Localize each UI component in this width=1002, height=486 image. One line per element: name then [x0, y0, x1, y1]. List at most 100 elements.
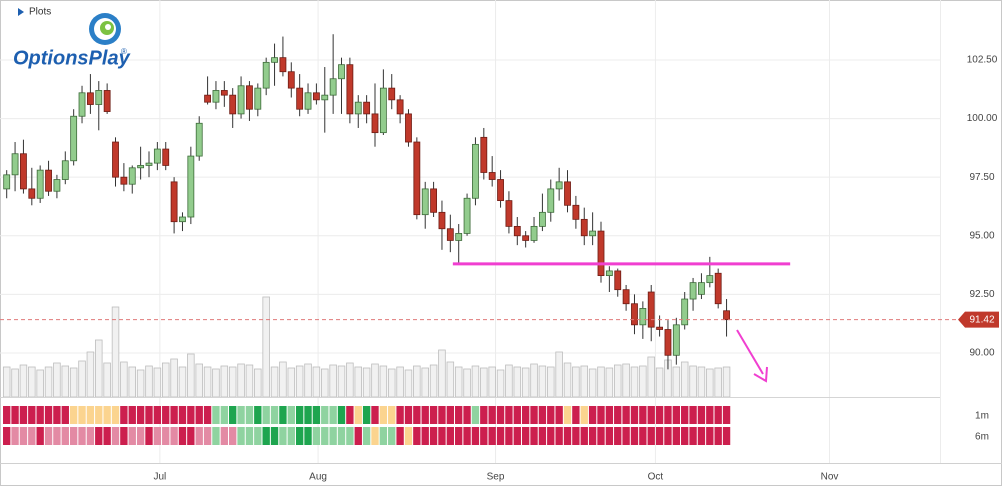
candle-body [187, 155, 195, 218]
candle-body [497, 179, 504, 202]
heat-cell [279, 427, 287, 445]
heat-cell [245, 406, 254, 424]
candle-body [589, 230, 597, 237]
heat-cell [61, 427, 69, 445]
heat-cell [722, 427, 731, 445]
heat-cell [203, 427, 212, 445]
candle-body [463, 197, 471, 234]
volume-bar [697, 366, 706, 398]
candle-body [413, 141, 421, 216]
heat-cell [362, 427, 371, 445]
panel-label[interactable]: Plots [29, 7, 51, 18]
candle-body [631, 303, 638, 326]
candle-body [580, 218, 588, 237]
heat-cell [379, 427, 388, 445]
heat-cell [337, 406, 346, 424]
volume-bar [706, 368, 714, 398]
heat-cell [136, 427, 145, 445]
candle-body [304, 92, 312, 110]
volume-bar [655, 367, 664, 398]
heat-cell [555, 406, 563, 424]
candle-body [45, 169, 52, 192]
volume-bar [496, 369, 505, 398]
volume-bar [555, 351, 563, 398]
volume-bar [471, 365, 480, 398]
heat-cell [69, 406, 78, 424]
heat-cell [681, 427, 689, 445]
candle-body [11, 153, 19, 176]
heat-cell [396, 427, 404, 445]
heat-cell [429, 406, 438, 424]
heat-cell [120, 406, 128, 424]
candle-body [128, 167, 136, 185]
heat-cell [421, 406, 429, 424]
heat-cell [438, 406, 446, 424]
volume-bar [28, 366, 36, 398]
candle-body [513, 225, 521, 237]
heat-cell [212, 406, 220, 424]
heat-cell [162, 406, 170, 424]
candle-body [36, 169, 44, 199]
candle-body [597, 230, 605, 277]
heat-cell [229, 427, 237, 445]
volume-bar [86, 351, 95, 398]
heat-cell [630, 427, 639, 445]
candle-body [70, 115, 78, 162]
candle-body [639, 308, 647, 326]
logo-dot-inner [105, 24, 111, 30]
volume-bar [95, 339, 103, 398]
heat-cell [379, 406, 388, 424]
volume-bar [203, 366, 212, 398]
heat-cell [312, 427, 321, 445]
candle-body [195, 122, 203, 157]
volume-bar [362, 367, 371, 398]
y-tick-label: 100.00 [967, 113, 998, 124]
candle-body [246, 85, 253, 110]
volume-bar [379, 365, 388, 398]
heat-cell [555, 427, 563, 445]
heat-cell [655, 406, 664, 424]
heat-cell [237, 427, 245, 445]
heat-cell [530, 406, 538, 424]
heat-cell [714, 427, 722, 445]
heat-cell [413, 406, 421, 424]
candle-body [53, 179, 61, 192]
candle-body [488, 172, 496, 180]
expand-icon[interactable] [18, 8, 24, 16]
candle-body [505, 200, 513, 227]
heat-cell [597, 427, 605, 445]
volume-bar [480, 367, 488, 398]
heat-cell [722, 406, 731, 424]
candle-body [480, 136, 488, 173]
heat-cell [714, 406, 722, 424]
heat-cell [329, 427, 337, 445]
volume-bar [588, 368, 597, 398]
heat-cell [622, 406, 630, 424]
heat-cell [513, 406, 521, 424]
candle-body [20, 153, 27, 190]
volume-bar [195, 363, 203, 398]
heat-cell [304, 427, 312, 445]
heat-cell [170, 406, 178, 424]
heat-cell [446, 427, 455, 445]
heat-cell [605, 427, 614, 445]
heat-cell [471, 406, 480, 424]
heat-cell [78, 406, 86, 424]
volume-bar [563, 362, 572, 398]
candle-body [614, 270, 622, 291]
heat-cell [547, 427, 555, 445]
volume-bar [597, 366, 605, 398]
candle-body [647, 291, 655, 328]
trend-arrow [736, 329, 764, 375]
candles [3, 34, 730, 370]
candle-body [237, 85, 245, 115]
last-price-label: 91.42 [969, 314, 994, 325]
volume-bar [521, 367, 530, 398]
heat-cell [614, 427, 622, 445]
volume-bar [220, 365, 229, 398]
heat-cell [295, 427, 304, 445]
candle-body [538, 211, 546, 227]
candle-body [547, 188, 555, 213]
volume-bar [136, 369, 145, 398]
